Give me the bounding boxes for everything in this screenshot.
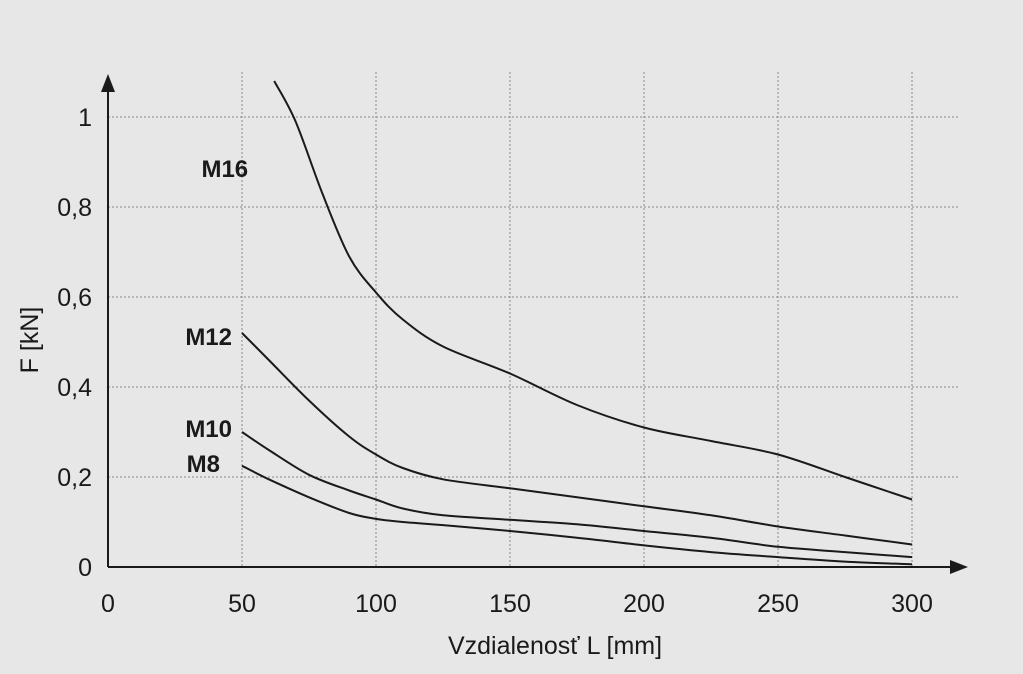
- x-tick-label: 100: [355, 590, 397, 618]
- y-tick-label: 0,2: [57, 464, 92, 492]
- series-labels: M16 M12 M10 M8: [185, 156, 248, 478]
- x-tick-label: 200: [623, 590, 665, 618]
- tick-labels: 0 0,2 0,4 0,6 0,8 1 0 50 100 150 200 250 300: [57, 104, 933, 618]
- x-tick-label: 0: [101, 590, 115, 618]
- y-tick-label: 0,4: [57, 374, 92, 402]
- y-axis-title: F [kN]: [16, 307, 44, 374]
- series-label-m10: M10: [185, 416, 232, 443]
- x-tick-label: 300: [891, 590, 933, 618]
- y-tick-label: 0,6: [57, 284, 92, 312]
- x-tick-label: 50: [228, 590, 256, 618]
- series-label-m16: M16: [201, 156, 248, 183]
- series-line-m8: [241, 464, 913, 566]
- y-tick-label: 0: [78, 554, 92, 582]
- y-tick-label: 1: [78, 104, 92, 132]
- x-tick-label: 150: [489, 590, 531, 618]
- grid: [108, 72, 960, 567]
- x-tick-label: 250: [757, 590, 799, 618]
- x-axis-arrow-icon: [950, 560, 968, 574]
- axes: [101, 74, 968, 574]
- series-line-m16: [273, 80, 913, 501]
- series-line-m12: [241, 332, 913, 546]
- y-axis-arrow-icon: [101, 74, 115, 92]
- series-label-m8: M8: [187, 451, 220, 478]
- y-tick-label: 0,8: [57, 194, 92, 222]
- series-lines: [241, 80, 913, 566]
- x-axis-title: Vzdialenosť L [mm]: [448, 632, 662, 660]
- series-label-m12: M12: [185, 324, 232, 351]
- series-line-m10: [241, 431, 913, 559]
